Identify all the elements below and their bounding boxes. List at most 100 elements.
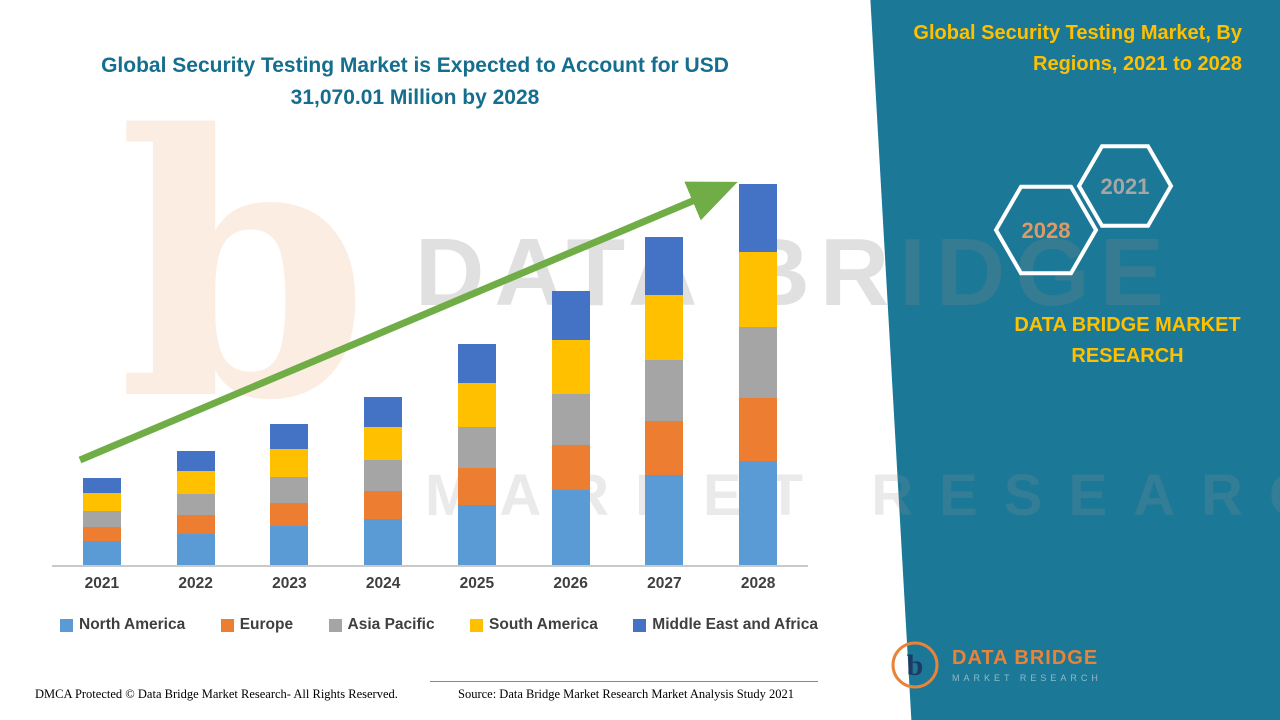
page-title: Global Security Testing Market is Expect… bbox=[70, 50, 760, 113]
bar-segment bbox=[176, 493, 215, 515]
bar-segment bbox=[270, 477, 309, 504]
bar-segment bbox=[364, 459, 403, 491]
bar-segment bbox=[645, 360, 684, 421]
page-title-line1: Global Security Testing Market is Expect… bbox=[101, 54, 729, 77]
bar-segment bbox=[270, 526, 309, 565]
x-tick-label: 2024 bbox=[365, 575, 401, 592]
dbmr-logo-letter: b bbox=[907, 649, 924, 682]
dmca-notice: DMCA Protected © Data Bridge Market Rese… bbox=[35, 687, 398, 701]
bar-segment bbox=[176, 451, 215, 472]
bar-segment bbox=[645, 237, 684, 295]
bar-segment bbox=[270, 449, 309, 478]
bar-segment bbox=[739, 326, 778, 398]
bar-segment bbox=[270, 424, 309, 450]
legend-item: Asia Pacific bbox=[328, 616, 435, 634]
bar-segment bbox=[645, 421, 684, 475]
bar-2023 bbox=[270, 424, 309, 565]
legend-item: North America bbox=[60, 616, 185, 634]
bar-2025 bbox=[457, 343, 496, 565]
bar-segment bbox=[739, 183, 778, 252]
trend-line bbox=[78, 181, 738, 464]
bar-2026 bbox=[551, 290, 590, 565]
bar-segment bbox=[457, 343, 496, 383]
legend-swatch-icon bbox=[470, 618, 484, 632]
brand-wordmark: DATA BRIDGE MARKET RESEARCH bbox=[1014, 314, 1241, 367]
bar-segment bbox=[82, 526, 121, 541]
dbmr-logo-icon: b bbox=[891, 641, 939, 689]
x-axis-line bbox=[52, 565, 808, 567]
chart-legend: North America Europe Asia Pacific South Ame… bbox=[60, 616, 818, 634]
stacked-bar-chart bbox=[55, 160, 805, 565]
legend-swatch-icon bbox=[328, 618, 342, 632]
hex-back-label: 2028 bbox=[1022, 218, 1071, 243]
legend-item: South America bbox=[470, 616, 598, 634]
logo-name: DATA BRIDGE bbox=[952, 647, 1099, 669]
footer-divider bbox=[430, 681, 818, 682]
bar-segment bbox=[457, 505, 496, 565]
bar-segment bbox=[82, 492, 121, 511]
side-panel-title-line2: Regions, 2021 to 2028 bbox=[1033, 53, 1242, 75]
bar-segment bbox=[176, 514, 215, 534]
bar-segment bbox=[176, 533, 215, 565]
bar-segment bbox=[551, 339, 590, 394]
dbmr-logo: b DATA BRIDGE MARKET RESEARCH bbox=[888, 638, 1102, 692]
bar-segment bbox=[82, 477, 121, 493]
x-axis-labels: 2021 2022 2023 2024 2025 2026 2027 2028 bbox=[55, 575, 805, 593]
trend-arrow bbox=[78, 181, 738, 464]
x-tick-label: 2021 bbox=[84, 575, 120, 592]
bar-2028 bbox=[739, 183, 778, 565]
bar-segment bbox=[551, 490, 590, 565]
x-tick-label: 2023 bbox=[272, 575, 307, 592]
logo-subtitle: MARKET RESEARCH bbox=[952, 673, 1102, 683]
legend-label: North America bbox=[79, 616, 186, 633]
bar-segment bbox=[176, 471, 215, 494]
page-title-line2: 31,070.01 Million by 2028 bbox=[290, 85, 540, 109]
legend-swatch-icon bbox=[60, 618, 73, 632]
side-panel-title: Global Security Testing Market, By Regio… bbox=[862, 18, 1242, 80]
x-tick-label: 2022 bbox=[178, 575, 213, 592]
bar-segment bbox=[645, 475, 684, 565]
legend-label: Asia Pacific bbox=[347, 616, 435, 633]
bar-segment bbox=[364, 519, 403, 565]
legend-item: Europe bbox=[220, 616, 294, 634]
legend-label: South America bbox=[489, 616, 598, 633]
source-note: Source: Data Bridge Market Research Mark… bbox=[458, 687, 795, 701]
legend-swatch-icon bbox=[220, 618, 234, 632]
legend-item: Middle East and Africa bbox=[633, 616, 818, 634]
legend-label: Europe bbox=[239, 616, 294, 633]
bar-segment bbox=[364, 426, 403, 460]
legend-label: Middle East and Africa bbox=[652, 616, 818, 633]
bar-segment bbox=[551, 445, 590, 490]
dbmr-logo-text: DATA BRIDGE MARKET RESEARCH bbox=[952, 647, 1102, 683]
bar-segment bbox=[739, 460, 778, 565]
bar-segment bbox=[82, 540, 121, 565]
bar-segment bbox=[457, 426, 496, 468]
x-tick-label: 2026 bbox=[553, 575, 588, 592]
hex-front-label: 2021 bbox=[1101, 174, 1150, 199]
bar-segment bbox=[739, 251, 778, 327]
bar-2024 bbox=[364, 397, 403, 565]
side-panel-title-line1: Global Security Testing Market, By bbox=[913, 22, 1242, 44]
x-tick-label: 2025 bbox=[459, 575, 495, 592]
bar-segment bbox=[364, 397, 403, 427]
bar-segment bbox=[82, 510, 121, 527]
bar-segment bbox=[270, 503, 309, 526]
x-tick-label: 2028 bbox=[740, 575, 776, 592]
x-tick-label: 2027 bbox=[647, 575, 682, 592]
bar-segment bbox=[457, 467, 496, 505]
bar-segment bbox=[551, 290, 590, 340]
bar-segment bbox=[457, 382, 496, 427]
bar-segment bbox=[739, 397, 778, 461]
hexagon-badges: 2028 2021 bbox=[993, 144, 1174, 276]
bar-2021 bbox=[82, 477, 121, 565]
hexagon-2021-icon bbox=[1076, 144, 1174, 228]
bar-segment bbox=[364, 491, 403, 519]
bar-segment bbox=[551, 393, 590, 445]
bar-2027 bbox=[645, 237, 684, 565]
hexagon-2028-icon bbox=[993, 184, 1099, 276]
bar-2022 bbox=[176, 451, 215, 565]
bar-segment bbox=[645, 295, 684, 360]
legend-swatch-icon bbox=[633, 618, 647, 632]
